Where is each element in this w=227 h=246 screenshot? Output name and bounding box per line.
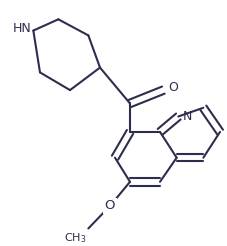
- Text: CH$_3$: CH$_3$: [63, 231, 86, 245]
- Text: HN: HN: [12, 22, 31, 35]
- Text: O: O: [104, 200, 115, 213]
- Text: N: N: [182, 110, 191, 123]
- Text: O: O: [167, 81, 177, 94]
